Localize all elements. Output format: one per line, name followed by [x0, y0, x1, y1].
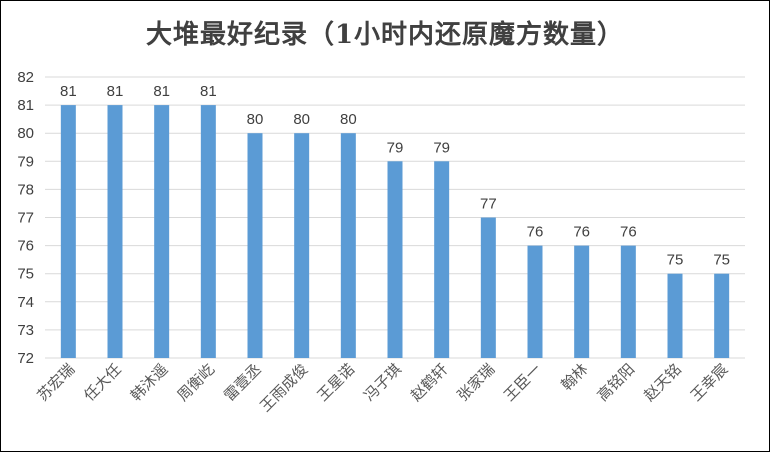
bar [200, 105, 216, 358]
category-label: 任大任 [80, 360, 125, 405]
category-label: 苏宏瑞 [34, 360, 79, 405]
bar [154, 105, 170, 358]
data-label: 76 [527, 224, 544, 241]
y-tick-label: 73 [17, 322, 34, 339]
category-label: 王雨成俊 [256, 360, 311, 415]
category-label: 王星诺 [314, 360, 359, 405]
data-label: 81 [200, 83, 217, 100]
y-tick-label: 80 [17, 125, 34, 142]
bar [667, 273, 683, 358]
data-label: 80 [247, 111, 264, 128]
bar [714, 273, 730, 358]
category-label: 冯子琪 [360, 360, 405, 405]
category-label: 韩沐遥 [127, 360, 172, 405]
data-label: 80 [340, 111, 357, 128]
category-label: 高铭阳 [594, 360, 639, 405]
category-label: 张家瑞 [454, 360, 499, 405]
data-label: 79 [433, 139, 450, 156]
data-label: 81 [107, 83, 124, 100]
bar [434, 161, 450, 358]
y-tick-label: 72 [17, 350, 34, 367]
category-label: 王臣一 [500, 360, 545, 405]
y-tick-label: 81 [17, 97, 34, 114]
category-label: 周衡屹 [174, 360, 219, 405]
bar [340, 133, 356, 358]
data-label: 77 [480, 196, 497, 213]
chart-title: 大堆最好纪录（1小时内还原魔方数量） [145, 20, 625, 50]
category-label: 赵鹤轩 [407, 360, 452, 405]
bar [387, 161, 403, 358]
bar [620, 245, 636, 358]
data-label: 81 [153, 83, 170, 100]
y-tick-label: 74 [17, 294, 34, 311]
bar [247, 133, 263, 358]
bar [574, 245, 590, 358]
bar [527, 245, 543, 358]
data-label: 75 [713, 252, 730, 269]
category-label: 赵天铭 [640, 360, 685, 405]
data-label: 75 [667, 252, 684, 269]
data-label: 76 [573, 224, 590, 241]
category-label: 王幸宸 [687, 360, 732, 405]
category-label: 翰林 [558, 360, 592, 394]
y-tick-label: 76 [17, 238, 34, 255]
bar [107, 105, 123, 358]
y-tick-label: 77 [17, 210, 34, 227]
y-tick-label: 79 [17, 153, 34, 170]
bar [60, 105, 76, 358]
bar [294, 133, 310, 358]
category-label: 雷壹丞 [220, 360, 265, 405]
data-label: 80 [293, 111, 310, 128]
y-tick-label: 82 [17, 69, 34, 86]
y-tick-label: 75 [17, 266, 34, 283]
y-tick-label: 78 [17, 181, 34, 198]
data-label: 76 [620, 224, 637, 241]
bar [480, 217, 496, 358]
data-label: 81 [60, 83, 77, 100]
data-label: 79 [387, 139, 404, 156]
